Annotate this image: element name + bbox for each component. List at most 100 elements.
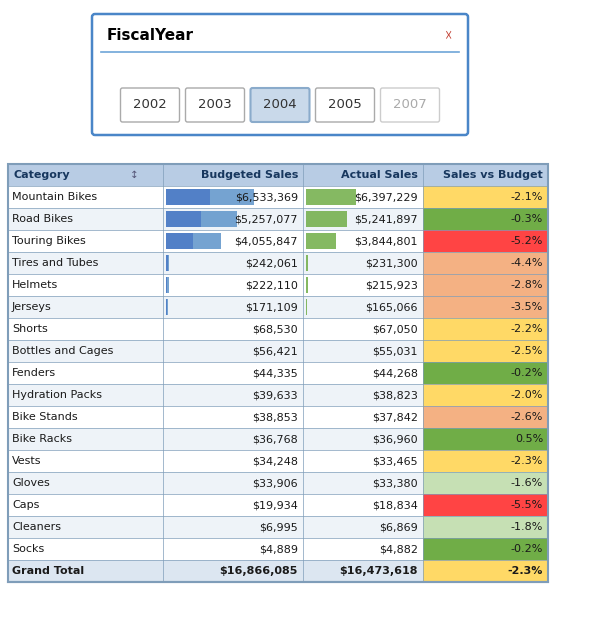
Text: FiscalYear: FiscalYear xyxy=(107,29,194,44)
Bar xyxy=(163,252,303,274)
Bar xyxy=(423,230,548,252)
Text: $16,473,618: $16,473,618 xyxy=(340,566,418,576)
Text: $19,934: $19,934 xyxy=(252,500,298,510)
Text: -2.1%: -2.1% xyxy=(511,192,543,202)
Bar xyxy=(303,296,423,318)
Text: $33,465: $33,465 xyxy=(373,456,418,466)
Text: -2.0%: -2.0% xyxy=(511,390,543,400)
Bar xyxy=(8,318,163,340)
Text: $44,335: $44,335 xyxy=(252,368,298,378)
Text: -1.6%: -1.6% xyxy=(511,478,543,488)
Text: Touring Bikes: Touring Bikes xyxy=(12,236,86,246)
Bar xyxy=(306,277,308,293)
Text: Gloves: Gloves xyxy=(12,478,50,488)
Bar xyxy=(8,516,163,538)
Bar xyxy=(423,340,548,362)
Bar xyxy=(423,516,548,538)
Bar xyxy=(423,406,548,428)
Bar xyxy=(423,472,548,494)
Text: $215,923: $215,923 xyxy=(365,280,418,290)
Bar xyxy=(8,538,163,560)
Bar xyxy=(163,406,303,428)
Bar xyxy=(423,450,548,472)
Text: 2003: 2003 xyxy=(198,98,232,112)
Bar xyxy=(8,494,163,516)
Text: Road Bikes: Road Bikes xyxy=(12,214,73,224)
Bar xyxy=(166,211,237,227)
Text: 2004: 2004 xyxy=(263,98,297,112)
Text: Tires and Tubes: Tires and Tubes xyxy=(12,258,98,268)
Bar xyxy=(303,274,423,296)
Text: $4,882: $4,882 xyxy=(379,544,418,554)
Bar xyxy=(166,233,193,249)
Bar xyxy=(8,340,163,362)
Text: $3,844,801: $3,844,801 xyxy=(355,236,418,246)
Bar xyxy=(423,538,548,560)
Bar xyxy=(423,428,548,450)
Bar xyxy=(163,164,303,186)
Text: Bottles and Cages: Bottles and Cages xyxy=(12,346,113,356)
Bar xyxy=(423,362,548,384)
Bar xyxy=(8,450,163,472)
Text: -2.2%: -2.2% xyxy=(511,324,543,334)
Bar xyxy=(306,233,336,249)
Text: $4,889: $4,889 xyxy=(259,544,298,554)
Bar xyxy=(163,384,303,406)
Bar xyxy=(303,450,423,472)
Bar xyxy=(8,428,163,450)
Text: Grand Total: Grand Total xyxy=(12,566,84,576)
Bar xyxy=(8,296,163,318)
Bar xyxy=(166,233,221,249)
Text: -2.5%: -2.5% xyxy=(511,346,543,356)
Text: Cleaners: Cleaners xyxy=(12,522,61,532)
Bar xyxy=(163,362,303,384)
Text: $242,061: $242,061 xyxy=(245,258,298,268)
Bar xyxy=(303,362,423,384)
Text: Shorts: Shorts xyxy=(12,324,48,334)
Bar xyxy=(423,296,548,318)
Text: $67,050: $67,050 xyxy=(373,324,418,334)
Text: $5,241,897: $5,241,897 xyxy=(355,214,418,224)
Text: $222,110: $222,110 xyxy=(245,280,298,290)
Bar xyxy=(303,560,423,582)
Bar xyxy=(166,277,167,293)
Text: Socks: Socks xyxy=(12,544,44,554)
Text: ↕: ↕ xyxy=(130,170,139,180)
Text: $36,960: $36,960 xyxy=(373,434,418,444)
Text: -4.4%: -4.4% xyxy=(511,258,543,268)
Bar xyxy=(303,428,423,450)
Bar xyxy=(303,208,423,230)
Bar xyxy=(423,384,548,406)
Bar xyxy=(306,189,356,205)
Bar xyxy=(163,186,303,208)
Bar xyxy=(166,299,168,315)
Bar xyxy=(163,516,303,538)
Text: $39,633: $39,633 xyxy=(253,390,298,400)
Bar xyxy=(8,362,163,384)
Text: Caps: Caps xyxy=(12,500,40,510)
Bar xyxy=(163,560,303,582)
Text: -0.2%: -0.2% xyxy=(511,544,543,554)
Text: Vests: Vests xyxy=(12,456,41,466)
Text: Fenders: Fenders xyxy=(12,368,56,378)
Text: $56,421: $56,421 xyxy=(252,346,298,356)
Text: -0.3%: -0.3% xyxy=(511,214,543,224)
Bar xyxy=(163,230,303,252)
Bar xyxy=(303,230,423,252)
Text: Actual Sales: Actual Sales xyxy=(341,170,418,180)
FancyBboxPatch shape xyxy=(92,14,468,135)
Text: Hydration Packs: Hydration Packs xyxy=(12,390,102,400)
Bar xyxy=(163,538,303,560)
Bar xyxy=(306,211,347,227)
Bar xyxy=(303,494,423,516)
Text: $36,768: $36,768 xyxy=(252,434,298,444)
Bar xyxy=(163,208,303,230)
Text: $44,268: $44,268 xyxy=(372,368,418,378)
Text: $6,995: $6,995 xyxy=(259,522,298,532)
Bar xyxy=(303,186,423,208)
Bar xyxy=(303,538,423,560)
Bar xyxy=(423,560,548,582)
Bar xyxy=(8,560,163,582)
Text: $171,109: $171,109 xyxy=(245,302,298,312)
Bar xyxy=(423,208,548,230)
